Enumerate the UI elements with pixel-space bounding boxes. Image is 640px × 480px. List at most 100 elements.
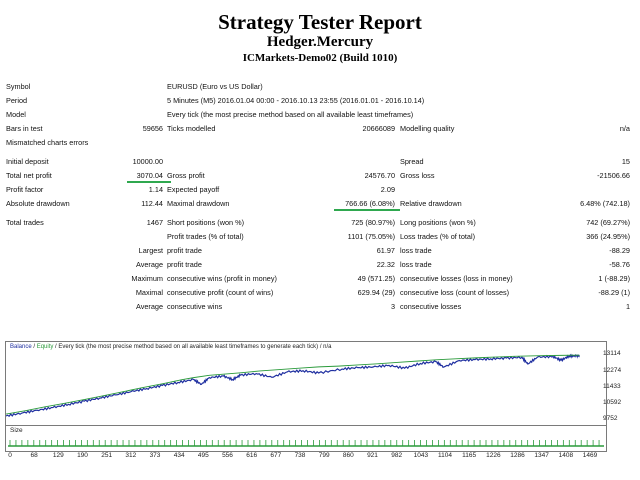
x-tick-label: 129 (52, 452, 64, 459)
x-tick-label: 1408 (558, 452, 574, 459)
x-tick-label: 434 (173, 452, 185, 459)
initial-deposit-value: 10000.00 (132, 157, 163, 166)
largest-profit-value: 61.97 (376, 246, 395, 255)
average-profit-label: profit trade (167, 260, 202, 269)
series-line-balance (6, 354, 580, 415)
gross-profit-value: 24576.70 (364, 171, 395, 180)
model-value: Every tick (the most precise method base… (167, 110, 414, 119)
avg-consec-losses-label: consecutive losses (400, 302, 462, 311)
x-tick-label: 0 (8, 452, 12, 459)
abs-drawdown-label: Absolute drawdown (6, 199, 70, 208)
x-tick-label: 921 (367, 452, 378, 459)
max-consec-losses-label: consecutive losses (loss in money) (400, 274, 513, 283)
expected-payoff-label: Expected payoff (167, 185, 220, 194)
ticks-value: 20666089 (362, 124, 395, 133)
max-drawdown-label: Maximal drawdown (167, 199, 230, 208)
average-loss-value: -58.76 (609, 260, 630, 269)
net-profit-underline (127, 181, 171, 183)
x-tick-label: 190 (77, 452, 88, 459)
x-tick-label: 1104 (438, 452, 452, 459)
long-positions-value: 742 (69.27%) (586, 218, 630, 227)
average-profit-value: 22.32 (376, 260, 395, 269)
legend-description: / Every tick (the most precise method ba… (53, 344, 332, 350)
short-positions-label: Short positions (won %) (167, 218, 245, 227)
y-tick-label: 10592 (603, 398, 622, 406)
largest-profit-label: profit trade (167, 246, 202, 255)
total-net-profit-label: Total net profit (6, 171, 52, 180)
balance-chart (5, 341, 607, 427)
y-tick-label: 9752 (603, 415, 618, 422)
maximal-consec-loss-value: -88.29 (1) (598, 288, 630, 297)
legend-balance: Balance (10, 344, 32, 350)
x-tick-label: 1286 (510, 452, 525, 459)
symbol-value: EURUSD (Euro vs US Dollar) (167, 82, 263, 91)
size-label: Size (10, 427, 23, 434)
spread-value: 15 (621, 157, 630, 166)
long-positions-label: Long positions (won %) (400, 218, 476, 227)
legend-equity: Equity (36, 344, 54, 350)
maximal-consec-profit-label: consecutive profit (count of wins) (167, 288, 274, 297)
period-value: 5 Minutes (M5) 2016.01.04 00:00 - 2016.1… (167, 96, 425, 105)
abs-drawdown-value: 112.44 (141, 199, 163, 208)
x-tick-label: 556 (222, 452, 233, 459)
legend-separator: / (31, 344, 37, 350)
gross-loss-label: Gross loss (400, 171, 435, 180)
rel-drawdown-value: 6.48% (742.18) (580, 199, 630, 208)
rel-drawdown-label: Relative drawdown (400, 199, 462, 208)
ticks-label: Ticks modelled (167, 124, 216, 133)
x-tick-label: 373 (149, 452, 161, 459)
model-label: Model (6, 110, 26, 119)
x-tick-label: 1347 (534, 452, 549, 459)
size-strip (5, 425, 607, 452)
total-trades-label: Total trades (6, 218, 44, 227)
x-tick-label: 1165 (462, 452, 477, 459)
x-tick-label: 251 (101, 452, 113, 459)
loss-trades-label: Loss trades (% of total) (400, 232, 476, 241)
avg-consec-losses-value: 1 (625, 302, 630, 311)
x-tick-label: 738 (294, 452, 306, 459)
largest-label: Largest (138, 246, 163, 255)
profit-factor-label: Profit factor (6, 185, 44, 194)
period-label: Period (6, 96, 28, 105)
maximal-consec-profit-value: 629.94 (29) (357, 288, 395, 297)
max-consec-losses-value: 1 (-88.29) (598, 274, 630, 283)
mismatch-label: Mismatched charts errors (6, 138, 89, 147)
bars-value: 59656 (142, 124, 163, 133)
short-positions-value: 725 (80.97%) (351, 218, 395, 227)
y-tick-label: 13114 (603, 350, 621, 358)
bars-label: Bars in test (6, 124, 43, 133)
profit-trades-value: 1101 (75.05%) (347, 232, 395, 241)
x-tick-label: 495 (197, 452, 209, 459)
largest-loss-value: -88.29 (609, 246, 630, 255)
x-tick-label: 860 (342, 452, 354, 459)
max-drawdown-underline (334, 209, 400, 211)
avg-consec-wins-label: consecutive wins (167, 302, 223, 311)
report-title: Strategy Tester Report (218, 10, 422, 34)
server-build: ICMarkets-Demo02 (Build 1010) (242, 52, 398, 64)
profit-factor-value: 1.14 (148, 185, 163, 194)
expected-payoff-value: 2.09 (380, 185, 395, 194)
avg-consec-wins-value: 3 (390, 302, 395, 311)
average-label: Average (135, 260, 163, 269)
x-tick-label: 799 (318, 452, 330, 459)
max-drawdown-value: 766.66 (6.08%) (345, 199, 395, 208)
x-tick-label: 1226 (486, 452, 501, 459)
series-line-equity (6, 353, 580, 418)
chart-legend: Balance / Equity / Every tick (the most … (10, 343, 332, 351)
max-consec-wins-label: consecutive wins (profit in money) (167, 274, 277, 283)
balance-chart-svg (6, 353, 580, 418)
gross-loss-value: -21506.66 (597, 171, 630, 180)
x-tick-label: 982 (391, 452, 403, 459)
total-trades-value: 1467 (146, 218, 163, 227)
average-loss-label: loss trade (400, 260, 432, 269)
spread-label: Spread (400, 157, 424, 166)
loss-trades-value: 366 (24.95%) (586, 232, 630, 241)
maximum-label: Maximum (131, 274, 163, 283)
maximal-label: Maximal (135, 288, 163, 297)
x-tick-label: 677 (270, 452, 282, 459)
avg-consec-label: Average (135, 302, 163, 311)
gross-profit-label: Gross profit (167, 171, 205, 180)
y-tick-label: 12274 (603, 366, 622, 374)
x-tick-label: 1469 (582, 452, 598, 459)
quality-label: Modelling quality (400, 124, 455, 133)
